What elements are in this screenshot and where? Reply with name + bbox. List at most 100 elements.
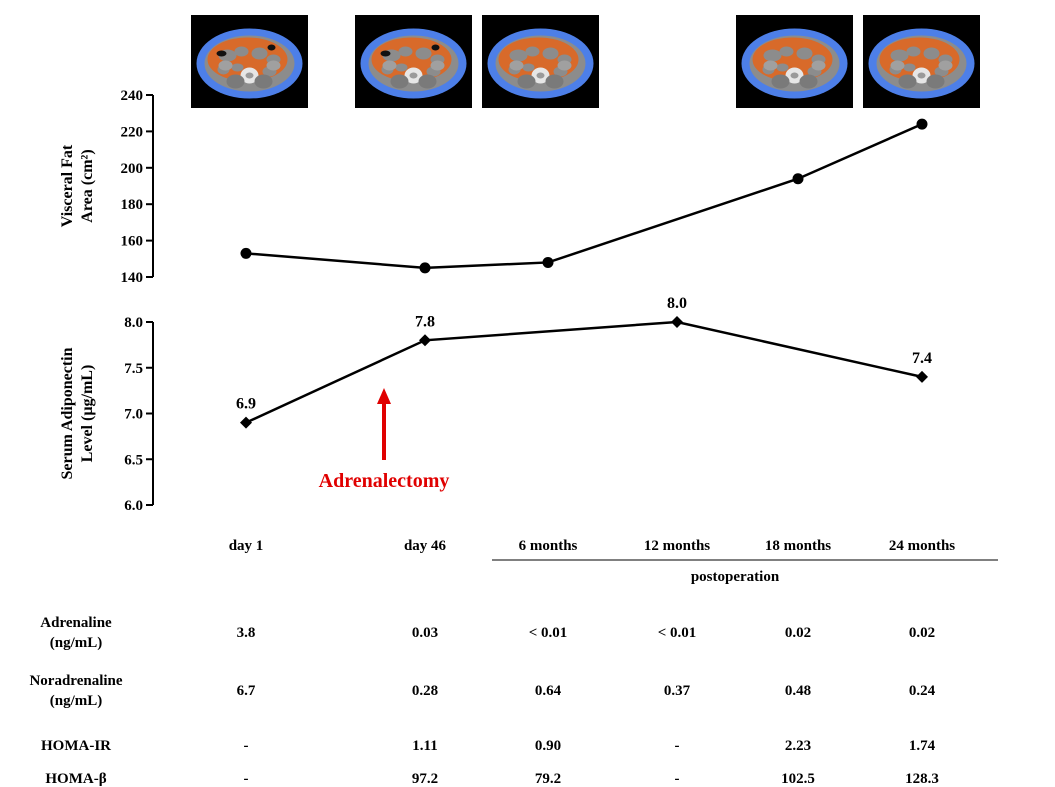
row-label: HOMA-IR xyxy=(41,738,111,754)
table-cell: 1.74 xyxy=(909,738,936,754)
kidney xyxy=(890,60,905,71)
psoas-muscle xyxy=(390,74,409,89)
data-point-marker xyxy=(419,262,431,274)
row-label: Noradrenaline xyxy=(29,673,122,689)
kidney xyxy=(938,60,953,71)
y-axis-label: Level (µg/mL) xyxy=(79,365,96,463)
psoas-muscle xyxy=(418,74,437,89)
y-axis-label: Area (cm²) xyxy=(79,149,96,222)
bowel-loop xyxy=(903,63,916,72)
table-cell: - xyxy=(244,738,249,754)
ct-scan-image: Abdominal CT scan slice with visceral fa… xyxy=(863,15,980,108)
bowel-loop xyxy=(763,49,782,62)
table-cell: 6.7 xyxy=(237,683,256,699)
series-line xyxy=(245,320,923,424)
bowel-loop xyxy=(906,46,921,57)
row-label: Adrenaline xyxy=(40,615,112,631)
data-point-marker xyxy=(542,256,554,268)
kidney xyxy=(763,60,778,71)
adrenalectomy-arrow-head xyxy=(377,388,391,404)
ct-scan-row: Abdominal CT scan slice with visceral fa… xyxy=(191,15,980,108)
y-tick-label: 200 xyxy=(121,161,144,177)
psoas-muscle xyxy=(226,74,245,89)
table-cell: 0.37 xyxy=(664,683,691,699)
row-label: HOMA-β xyxy=(45,771,106,787)
y-tick-label: 160 xyxy=(121,234,144,250)
vertebra-center xyxy=(536,72,545,79)
bowel-loop xyxy=(923,47,940,60)
psoas-muscle xyxy=(771,74,790,89)
table-cell: 102.5 xyxy=(781,771,815,787)
timepoint-label: day 1 xyxy=(229,538,264,554)
table-cell: - xyxy=(675,738,680,754)
bowel-loop xyxy=(542,47,559,60)
y-tick-label: 180 xyxy=(121,197,144,213)
psoas-muscle xyxy=(926,74,945,89)
adrenalectomy-label: Adrenalectomy xyxy=(319,470,450,492)
table-cell: 79.2 xyxy=(535,771,561,787)
ct-scan-image: Abdominal CT scan slice with visceral fa… xyxy=(482,15,599,108)
bowel-loop xyxy=(231,63,244,72)
bowel-loop xyxy=(890,49,909,62)
bowel-loop xyxy=(395,63,408,72)
data-label: 8.0 xyxy=(667,295,687,312)
vertebra-center xyxy=(409,72,418,79)
table-cell: 3.8 xyxy=(237,625,256,641)
data-label: 7.4 xyxy=(912,350,932,367)
y-axis-label: Visceral Fat xyxy=(59,144,76,227)
adiponectin-chart: 6.0 6.5 7.0 7.5 8.0 Serum Adiponectin Level (µ… xyxy=(59,295,932,514)
table-cell: - xyxy=(675,771,680,787)
y-tick-label: 220 xyxy=(121,124,144,140)
table-cell: 128.3 xyxy=(905,771,939,787)
table-cell: 0.90 xyxy=(535,738,561,754)
bowel-loop xyxy=(776,63,789,72)
y-tick-label: 140 xyxy=(121,270,144,286)
kidney xyxy=(509,60,524,71)
vertebra-center xyxy=(245,72,254,79)
y-tick-label: 6.0 xyxy=(124,498,143,514)
ct-scan-image: Abdominal CT scan slice with visceral fa… xyxy=(355,15,472,108)
table-cell: - xyxy=(244,771,249,787)
timepoint-label: 6 months xyxy=(519,538,578,554)
table-cell: 0.02 xyxy=(785,625,811,641)
y-tick-label: 7.5 xyxy=(124,361,143,377)
kidney xyxy=(266,60,281,71)
vertebra-center xyxy=(917,72,926,79)
postoperation-label: postoperation xyxy=(691,569,780,585)
bowel-gas xyxy=(216,50,227,57)
table-cell: 0.02 xyxy=(909,625,935,641)
lab-values-table: Adrenaline (ng/mL) 3.8 0.03 < 0.01 < 0.01 0.02… xyxy=(29,615,938,787)
data-point-marker xyxy=(916,118,928,130)
data-point-marker xyxy=(792,173,804,185)
row-label: (ng/mL) xyxy=(50,693,103,709)
bowel-gas xyxy=(431,44,440,51)
kidney xyxy=(218,60,233,71)
y-tick-label: 8.0 xyxy=(124,315,143,331)
bowel-gas xyxy=(267,44,276,51)
data-point-marker xyxy=(240,247,252,259)
ct-scan-image: Abdominal CT scan slice with visceral fa… xyxy=(191,15,308,108)
table-cell: 97.2 xyxy=(412,771,438,787)
bowel-loop xyxy=(509,49,528,62)
table-cell: 0.48 xyxy=(785,683,811,699)
timepoint-label: 18 months xyxy=(765,538,831,554)
bowel-loop xyxy=(415,47,432,60)
table-cell: 1.11 xyxy=(412,738,437,754)
data-point-marker xyxy=(671,316,683,328)
psoas-muscle xyxy=(898,74,917,89)
ct-scan-image: Abdominal CT scan slice with visceral fa… xyxy=(736,15,853,108)
table-cell: 0.64 xyxy=(535,683,562,699)
table-cell: 0.03 xyxy=(412,625,438,641)
y-tick-label: 240 xyxy=(121,88,144,104)
table-cell: < 0.01 xyxy=(529,625,568,641)
bowel-loop xyxy=(234,46,249,57)
bowel-loop xyxy=(251,47,268,60)
data-point-marker xyxy=(916,370,928,383)
psoas-muscle xyxy=(799,74,818,89)
visceral-fat-chart: 140 160 180 200 220 240 Visceral Fat Area (cm²) xyxy=(59,88,928,286)
data-point-marker xyxy=(240,416,252,429)
timepoint-label: 12 months xyxy=(644,538,710,554)
vertebra-center xyxy=(790,72,799,79)
data-point-marker xyxy=(419,334,431,347)
timepoint-header: day 1 day 46 6 months 12 months 18 months 24 … xyxy=(229,538,998,585)
